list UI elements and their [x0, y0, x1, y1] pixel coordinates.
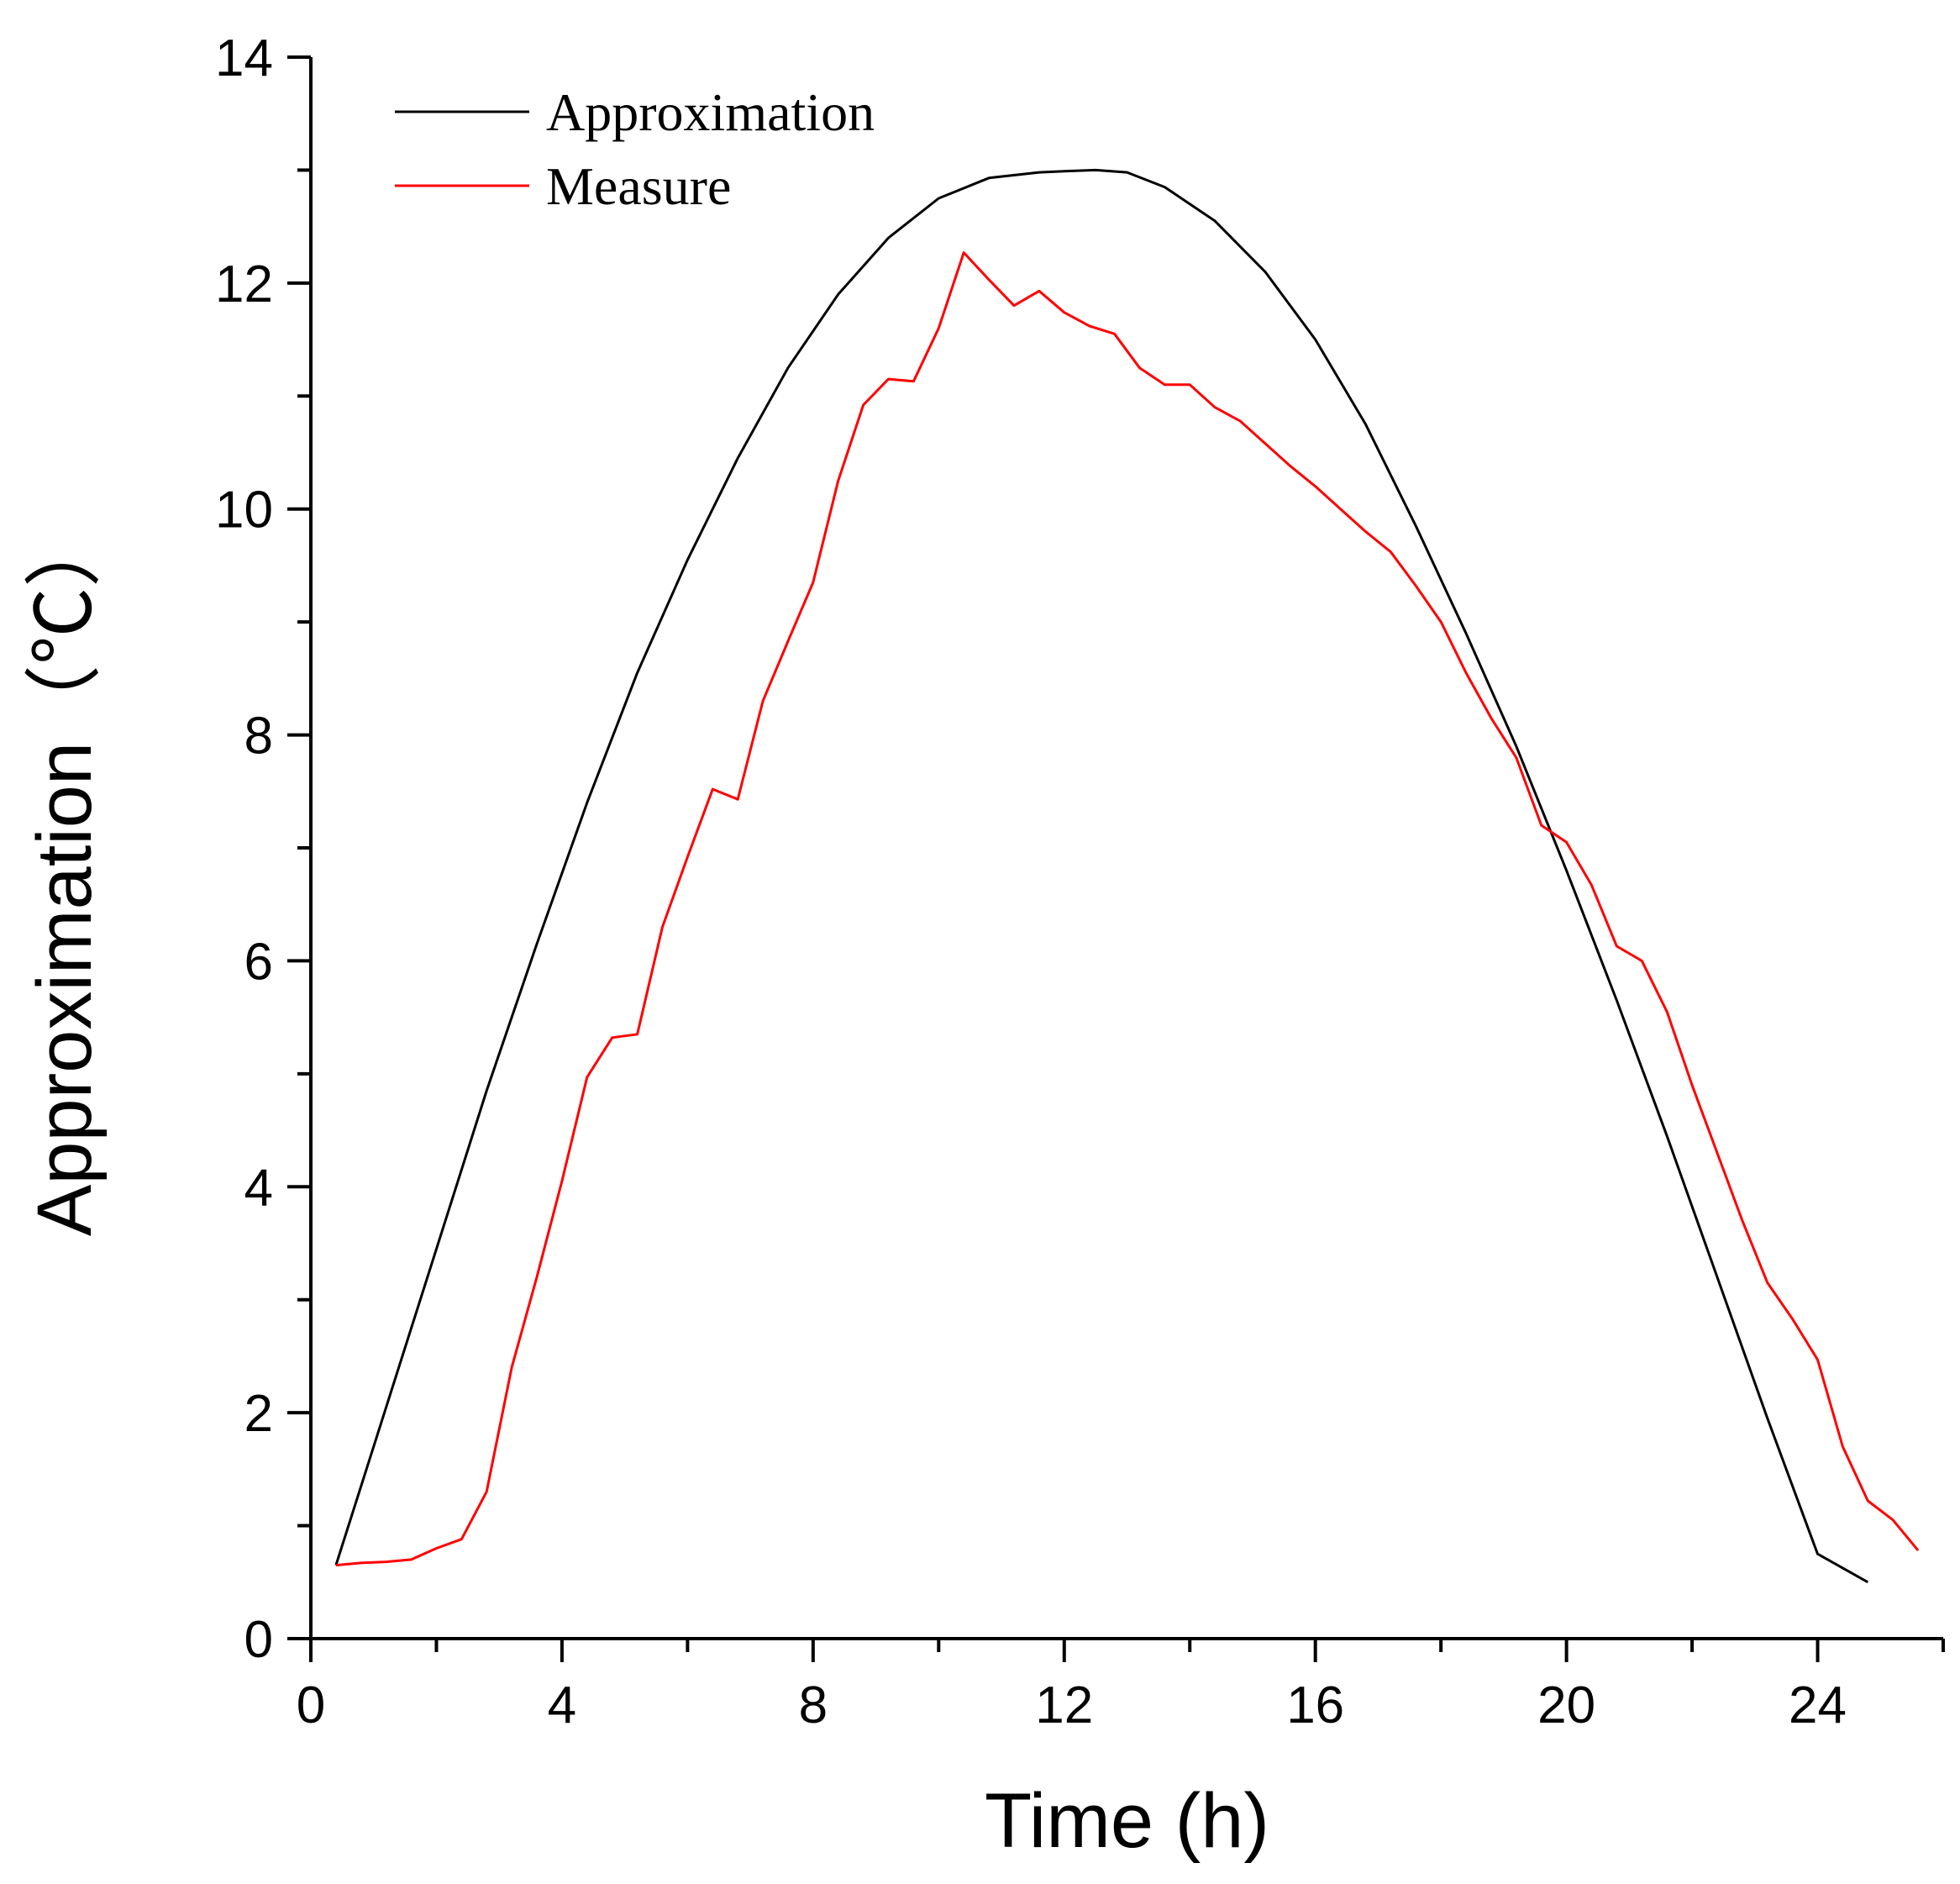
plot-area	[334, 168, 1920, 1584]
y-tick-label: 2	[244, 1385, 273, 1443]
y-tick-label: 12	[215, 255, 273, 313]
x-tick-label: 16	[1286, 1676, 1344, 1734]
y-axis-ticks: 0 2 4 6 8 10 12 14	[215, 29, 311, 1669]
y-axis-title: Approximation（℃）	[22, 510, 108, 1236]
legend-label: Measure	[546, 156, 731, 216]
x-tick-label: 0	[297, 1676, 325, 1734]
legend: Approximation Measure	[395, 82, 875, 216]
y-tick-label: 10	[215, 482, 273, 539]
series-line-approximation	[334, 168, 1869, 1584]
legend-label: Approximation	[546, 82, 875, 142]
x-tick-label: 4	[548, 1676, 576, 1734]
y-tick-label: 0	[244, 1611, 273, 1669]
x-tick-label: 24	[1789, 1676, 1847, 1734]
x-tick-label: 20	[1537, 1676, 1595, 1734]
x-tick-label: 8	[799, 1676, 828, 1734]
x-tick-label: 12	[1035, 1676, 1093, 1734]
y-tick-label: 8	[244, 708, 273, 766]
y-tick-label: 14	[215, 29, 273, 87]
y-tick-label: 4	[244, 1159, 273, 1217]
x-axis-ticks: 0 4 8 12 16 20 24	[297, 1639, 1945, 1734]
x-axis-title: Time (h)	[985, 1778, 1269, 1864]
y-tick-label: 6	[244, 933, 273, 991]
series-line-measure	[335, 251, 1920, 1567]
